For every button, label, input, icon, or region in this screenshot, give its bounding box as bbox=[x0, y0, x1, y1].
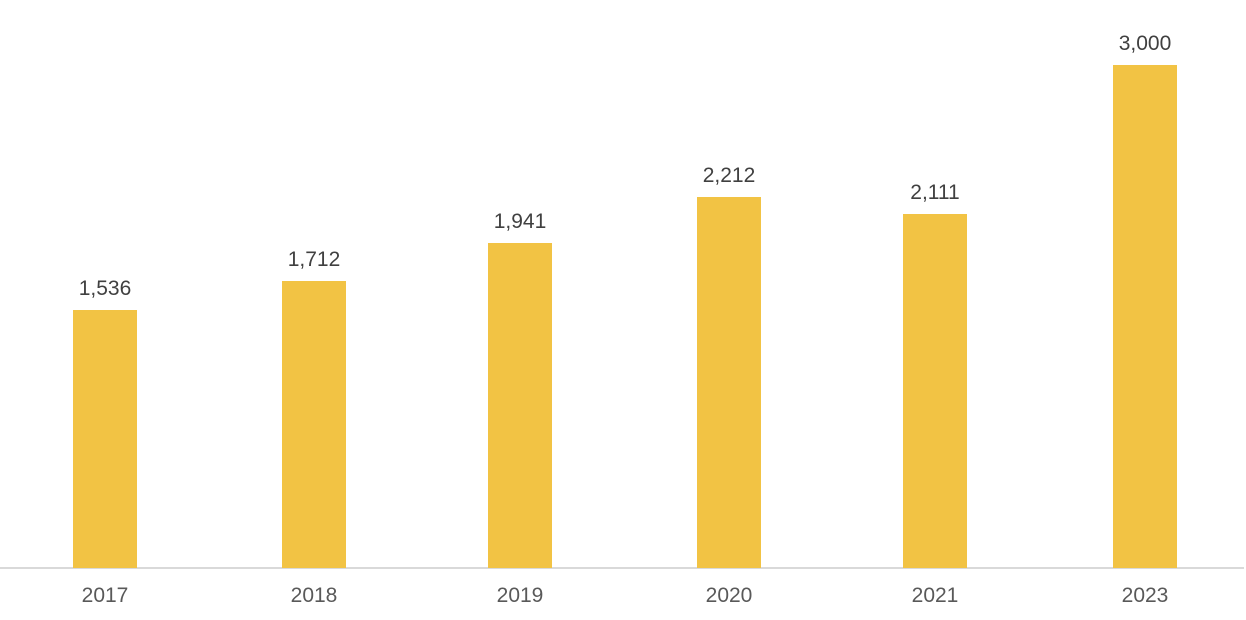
x-axis-tick-2023: 2023 bbox=[1121, 584, 1169, 607]
bar-2018 bbox=[282, 281, 346, 568]
bar-2017 bbox=[73, 310, 137, 568]
bar-2023 bbox=[1113, 65, 1177, 568]
x-axis-tick-2017: 2017 bbox=[81, 584, 129, 607]
x-axis-tick-2018: 2018 bbox=[290, 584, 338, 607]
bar-2021 bbox=[903, 214, 967, 568]
bar-value-label-2019: 1,941 bbox=[493, 210, 547, 233]
x-axis-tick-2021: 2021 bbox=[911, 584, 959, 607]
bar-value-label-2021: 2,111 bbox=[910, 181, 960, 204]
x-axis-tick-2020: 2020 bbox=[705, 584, 753, 607]
bar-value-label-2018: 1,712 bbox=[287, 248, 341, 271]
bar-2020 bbox=[697, 197, 761, 568]
bar-value-label-2017: 1,536 bbox=[78, 277, 132, 300]
x-axis-tick-2019: 2019 bbox=[496, 584, 544, 607]
x-axis-line bbox=[0, 567, 1244, 569]
bar-2019 bbox=[488, 243, 552, 568]
bar-value-label-2020: 2,212 bbox=[702, 164, 756, 187]
bar-value-label-2023: 3,000 bbox=[1118, 32, 1172, 55]
